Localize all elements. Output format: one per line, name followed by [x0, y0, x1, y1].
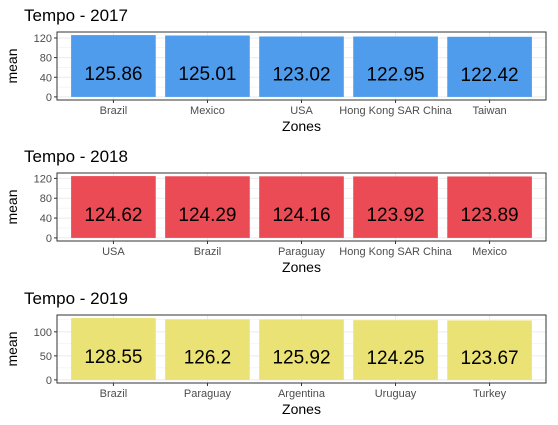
bar-data-label: 125.92 — [272, 348, 330, 369]
bar — [447, 36, 532, 97]
y-tick-label: 0 — [46, 375, 52, 387]
bar — [71, 35, 156, 97]
x-category-label: Mexico — [190, 105, 225, 117]
bar-data-label: 125.01 — [178, 64, 236, 85]
y-tick-label: 40 — [40, 72, 52, 84]
x-category-label: Brazil — [194, 246, 222, 258]
x-category-label: Paraguay — [278, 246, 326, 258]
y-axis-title: mean — [4, 48, 20, 83]
bar-data-label: 124.25 — [366, 348, 424, 369]
x-category-label: Turkey — [473, 388, 507, 400]
bar — [353, 320, 438, 380]
y-tick-label: 120 — [34, 173, 52, 185]
bar — [447, 176, 532, 238]
bar — [165, 35, 250, 97]
bar — [71, 176, 156, 238]
bar-data-label: 123.02 — [272, 65, 330, 86]
bar-data-label: 123.92 — [366, 205, 424, 226]
bar — [447, 320, 532, 380]
bar-data-label: 125.86 — [84, 64, 142, 85]
x-category-label: Paraguay — [184, 388, 232, 400]
y-axis-title: mean — [4, 189, 20, 224]
x-axis-title: Zones — [282, 259, 321, 275]
bar-data-label: 124.62 — [84, 205, 142, 226]
bar-data-label: 122.42 — [461, 65, 519, 86]
bar-data-label: 124.29 — [178, 205, 236, 226]
bar — [165, 176, 250, 238]
y-tick-label: 0 — [46, 92, 52, 104]
y-tick-label: 80 — [40, 53, 52, 65]
bar — [259, 36, 344, 97]
bar — [259, 319, 344, 380]
y-tick-label: 40 — [40, 213, 52, 225]
x-category-label: USA — [102, 246, 125, 258]
x-category-label: Uruguay — [375, 388, 417, 400]
bar — [259, 176, 344, 238]
x-category-label: Argentina — [278, 388, 326, 400]
x-category-label: Taiwan — [472, 105, 506, 117]
y-tick-label: 0 — [46, 233, 52, 245]
chart-title: Tempo - 2017 — [24, 6, 128, 25]
x-category-label: USA — [290, 105, 313, 117]
bar — [353, 176, 438, 238]
y-tick-label: 80 — [40, 193, 52, 205]
x-category-label: Hong Kong SAR China — [339, 246, 452, 258]
y-tick-label: 50 — [40, 351, 52, 363]
bar-data-label: 126.2 — [184, 348, 232, 369]
x-axis-title: Zones — [282, 401, 321, 417]
y-axis-title: mean — [4, 331, 20, 366]
chart-title: Tempo - 2018 — [24, 147, 128, 166]
bar-data-label: 123.89 — [461, 205, 519, 226]
y-tick-label: 120 — [34, 33, 52, 45]
x-category-label: Brazil — [100, 388, 128, 400]
x-category-label: Mexico — [472, 246, 507, 258]
bar-data-label: 123.67 — [461, 348, 519, 369]
bar — [353, 36, 438, 97]
bar — [71, 318, 156, 380]
bar — [165, 319, 250, 380]
x-axis-title: Zones — [282, 118, 321, 134]
x-category-label: Brazil — [100, 105, 128, 117]
y-tick-label: 100 — [34, 327, 52, 339]
x-category-label: Hong Kong SAR China — [339, 105, 452, 117]
chart-title: Tempo - 2019 — [24, 289, 128, 308]
bar-data-label: 122.95 — [366, 65, 424, 86]
bar-data-label: 124.16 — [272, 205, 330, 226]
bar-data-label: 128.55 — [84, 347, 142, 368]
